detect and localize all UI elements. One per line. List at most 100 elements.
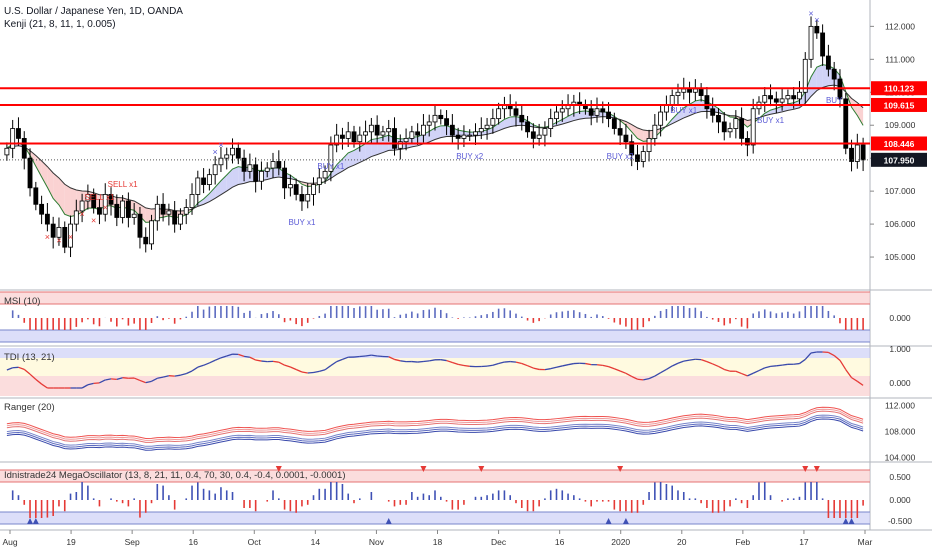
tdi-line-segment: [776, 364, 783, 367]
candle-body: [189, 194, 195, 209]
candle-body: [224, 154, 230, 159]
mega-buy-triangle: [622, 518, 629, 524]
mega-buy-triangle: [848, 518, 855, 524]
tdi-line-segment: [191, 366, 199, 372]
candle-body: [27, 157, 33, 189]
tdi-line-segment: [295, 368, 303, 373]
ma-cloud-segment: [70, 187, 77, 217]
tdi-line-segment: [515, 361, 522, 365]
candle-body: [85, 194, 91, 202]
tdi-line-segment: [544, 368, 551, 371]
ma-cloud-segment: [365, 139, 372, 160]
ma-cloud-segment: [53, 173, 59, 205]
candle-body: [721, 121, 727, 133]
tdi-line-segment: [666, 365, 673, 370]
tdi-line-segment: [180, 373, 187, 376]
sell-cross-marker: ×: [45, 232, 50, 242]
last-price-label: 107.950: [884, 155, 915, 165]
candle-body: [594, 108, 600, 116]
time-tick-label: Sep: [125, 537, 140, 547]
tdi-line-segment: [833, 355, 841, 361]
candle-body: [814, 25, 820, 34]
mega-sell-triangle: [478, 466, 485, 472]
candle-body: [646, 138, 652, 152]
last-price-tag: [871, 152, 927, 167]
candle-body: [270, 161, 276, 169]
tdi-line-segment: [278, 361, 285, 366]
candle-body: [675, 91, 681, 96]
tdi-line-segment: [324, 365, 332, 371]
candle-body: [102, 194, 108, 215]
candle-body: [490, 118, 496, 126]
ma-cloud-segment: [799, 91, 806, 108]
msi-lower-band: [0, 330, 870, 342]
mega-tick-label: 0.500: [889, 472, 911, 482]
candle-body: [663, 105, 669, 113]
tdi-line-segment: [93, 382, 100, 384]
tdi-line-segment: [643, 378, 650, 381]
candle-body: [710, 108, 716, 116]
tdi-line-segment: [619, 370, 627, 374]
level-price-label: 108.446: [884, 139, 915, 149]
sell-cross-marker: ×: [91, 216, 96, 226]
candle-body: [264, 167, 270, 172]
ma-cloud-segment: [359, 143, 366, 163]
ma-cloud-segment: [440, 125, 447, 138]
ranger-band-line: [6, 418, 864, 451]
tdi-line-segment: [394, 358, 401, 362]
ma-cloud-segment: [637, 127, 644, 142]
candle-body: [172, 210, 178, 225]
tdi-line-segment: [105, 378, 112, 381]
candle-body: [363, 131, 369, 136]
slow-ma-line: [6, 84, 864, 212]
tdi-line-segment: [793, 362, 800, 365]
candle-body: [791, 95, 797, 100]
candle-body: [617, 128, 623, 136]
tdi-line-segment: [440, 359, 447, 362]
mega-sell-triangle: [617, 466, 624, 472]
candle-body: [253, 164, 259, 182]
candle-body: [259, 170, 264, 182]
price-tick-label: 112.000: [885, 21, 915, 31]
tdi-line-segment: [238, 353, 245, 357]
candle-body: [820, 32, 826, 57]
tdi-line-segment: [353, 355, 360, 358]
mega-sell-triangle: [813, 466, 820, 472]
tdi-line-segment: [845, 369, 853, 379]
tdi-lower-band: [0, 376, 870, 396]
candle-body: [21, 138, 27, 159]
tdi-line-segment: [388, 356, 395, 361]
candle-body: [623, 134, 629, 143]
time-tick-label: Nov: [369, 537, 385, 547]
ranger-tick-label: 104.000: [885, 453, 916, 463]
candle-body: [426, 121, 432, 126]
candle-body: [473, 131, 478, 136]
candle-body: [154, 203, 160, 222]
tdi-line-segment: [400, 360, 407, 363]
candle-body: [143, 236, 149, 245]
ma-cloud-segment: [683, 104, 690, 118]
ranger-tick-label: 112.000: [885, 401, 915, 411]
candle-body: [4, 147, 10, 156]
ma-cloud-segment: [41, 160, 48, 188]
tdi-line-segment: [81, 384, 89, 389]
price-tick-label: 111.000: [885, 54, 915, 64]
tdi-line-segment: [446, 359, 453, 364]
candle-body: [762, 95, 768, 103]
candle-body: [282, 167, 288, 189]
candle-body: [849, 147, 854, 162]
buy-signal-label: BUY: [826, 96, 843, 105]
ma-cloud-segment: [215, 180, 221, 199]
candle-body: [640, 151, 646, 162]
candle-body: [403, 138, 409, 143]
candle-body: [62, 226, 68, 248]
level-price-tag: [871, 81, 927, 96]
candle-body: [698, 88, 704, 96]
time-tick-label: 14: [311, 537, 321, 547]
level-price-tag: [871, 97, 927, 112]
time-tick-label: 18: [433, 537, 443, 547]
ma-cloud-segment: [562, 116, 569, 125]
buy-signal-label: BUY x1: [670, 106, 698, 115]
tdi-line-segment: [498, 361, 505, 365]
